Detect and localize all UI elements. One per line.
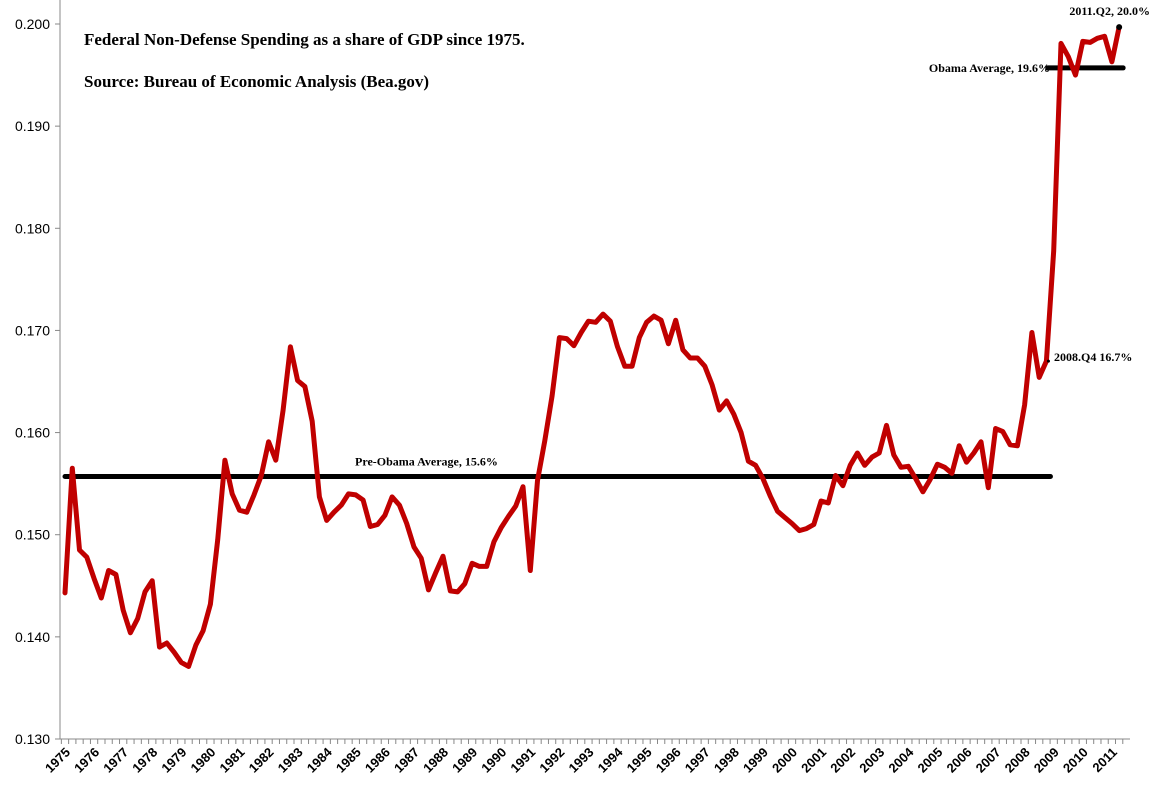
x-tick-label: 2011 (1089, 745, 1120, 776)
x-tick-label: 2006 (944, 745, 975, 776)
x-tick-label: 1999 (740, 745, 771, 776)
obama-average-label: Obama Average, 19.6% (929, 61, 1050, 75)
x-tick-label: 1976 (71, 745, 102, 776)
y-tick-label: 0.160 (15, 425, 50, 441)
x-tick-label: 1994 (595, 744, 627, 776)
x-tick-label: 1978 (129, 745, 160, 776)
y-tick-label: 0.170 (15, 322, 50, 338)
x-tick-label: 2000 (769, 745, 800, 776)
x-tick-label: 1975 (42, 745, 73, 776)
x-tick-label: 2003 (856, 745, 887, 776)
annotation-label: 2011.Q2, 20.0% (1069, 4, 1150, 18)
x-tick-label: 2002 (827, 745, 858, 776)
x-tick-label: 1992 (536, 745, 567, 776)
chart-title: Federal Non-Defense Spending as a share … (84, 30, 525, 49)
x-tick-label: 1990 (478, 745, 509, 776)
y-tick-label: 0.200 (15, 16, 50, 32)
y-tick-label: 0.140 (15, 629, 50, 645)
x-tick-label: 2007 (973, 745, 1004, 776)
x-tick-label: 2008 (1002, 745, 1033, 776)
x-tick-label: 1984 (304, 744, 336, 776)
x-tick-label: 1989 (449, 745, 480, 776)
y-tick-label: 0.150 (15, 527, 50, 543)
x-tick-label: 1982 (246, 745, 277, 776)
x-tick-label: 1991 (507, 745, 538, 776)
x-tick-label: 2009 (1031, 745, 1062, 776)
x-tick-label: 1985 (333, 745, 364, 776)
x-tick-label: 2005 (914, 745, 945, 776)
x-tick-label: 1995 (624, 745, 655, 776)
x-tick-label: 1996 (653, 745, 684, 776)
x-tick-label: 2001 (798, 745, 829, 776)
x-tick-label: 1988 (420, 745, 451, 776)
annotation-label: 2008.Q4 16.7% (1054, 350, 1132, 364)
y-tick-label: 0.190 (15, 118, 50, 134)
x-tick-label: 2010 (1060, 745, 1091, 776)
chart-subtitle: Source: Bureau of Economic Analysis (Bea… (84, 72, 430, 91)
x-tick-label: 1979 (158, 745, 189, 776)
x-tick-label: 1997 (682, 745, 713, 776)
x-tick-label: 1993 (566, 745, 597, 776)
x-tick-label: 1980 (187, 745, 218, 776)
x-tick-label: 1987 (391, 745, 422, 776)
x-tick-label: 1986 (362, 745, 393, 776)
y-tick-label: 0.180 (15, 220, 50, 236)
x-tick-label: 1981 (217, 745, 248, 776)
annotation-marker (1046, 359, 1050, 363)
pre-obama-average-label: Pre-Obama Average, 15.6% (355, 454, 498, 468)
y-tick-label: 0.130 (15, 731, 50, 747)
x-tick-label: 2004 (885, 744, 917, 776)
x-tick-label: 1983 (275, 745, 306, 776)
x-tick-label: 1977 (100, 745, 131, 776)
x-tick-label: 1998 (711, 745, 742, 776)
series-line (62, 24, 1122, 669)
